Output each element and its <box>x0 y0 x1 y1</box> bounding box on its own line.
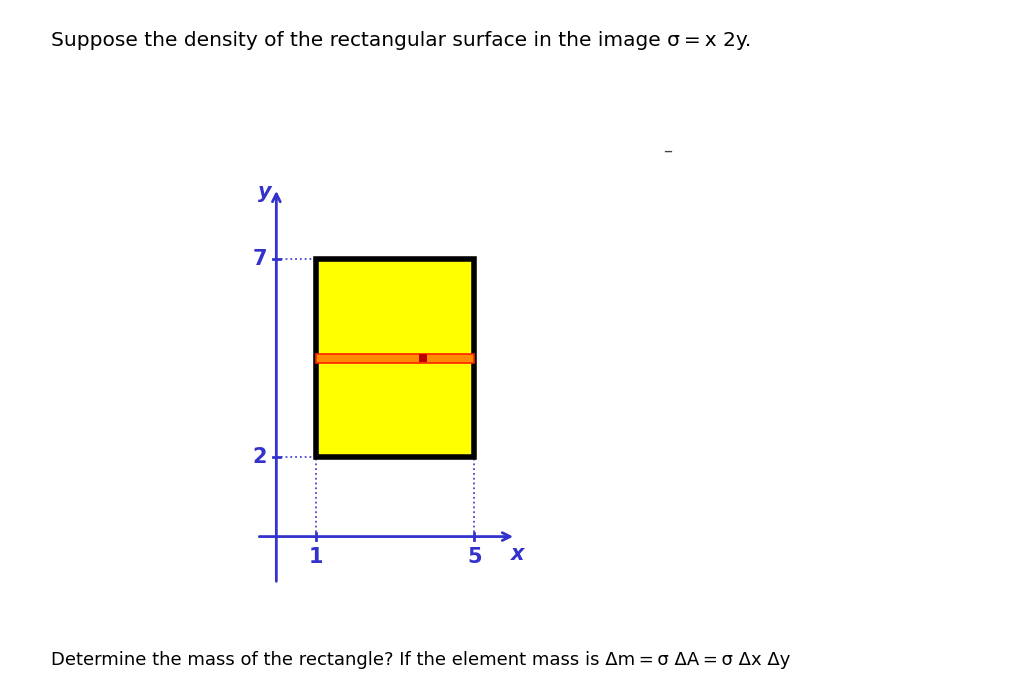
Text: y: y <box>259 182 272 202</box>
Text: 1: 1 <box>309 547 323 567</box>
Text: Suppose the density of the rectangular surface in the image σ = x 2y.: Suppose the density of the rectangular s… <box>51 31 751 50</box>
Text: x: x <box>512 545 525 564</box>
Bar <box>316 259 474 457</box>
Text: 2: 2 <box>253 448 267 467</box>
Bar <box>419 354 427 362</box>
Text: –: – <box>663 142 672 160</box>
Text: 7: 7 <box>253 249 267 270</box>
Text: 5: 5 <box>467 547 482 567</box>
Bar <box>316 353 474 363</box>
Text: Determine the mass of the rectangle? If the element mass is Δm = σ ΔA = σ Δx Δy: Determine the mass of the rectangle? If … <box>51 651 791 669</box>
